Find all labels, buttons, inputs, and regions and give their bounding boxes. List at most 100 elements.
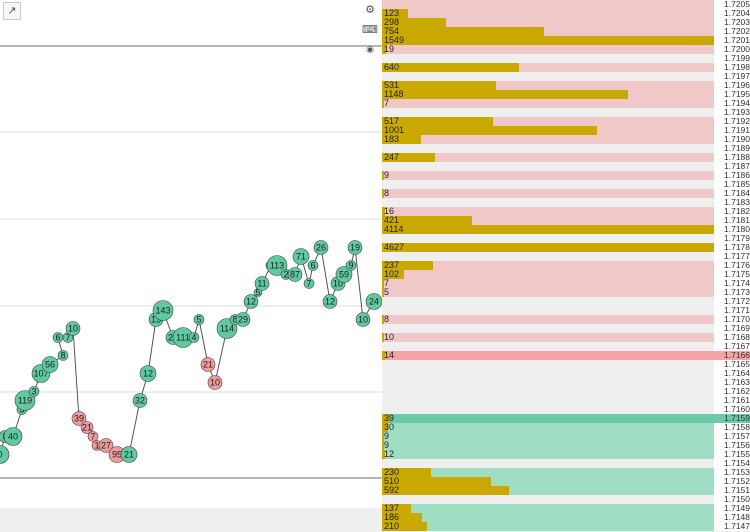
price-level-label[interactable]: 1.7169 (714, 324, 750, 333)
price-level-label[interactable]: 1.7188 (714, 153, 750, 162)
ladder-row[interactable] (382, 54, 714, 63)
ladder-row[interactable]: 12 (382, 449, 714, 459)
ladder-row[interactable]: 754 (382, 26, 714, 36)
price-level-label[interactable]: 1.7160 (714, 405, 750, 414)
price-level-label[interactable]: 1.7178 (714, 243, 750, 252)
price-level-label[interactable]: 1.7165 (714, 360, 750, 369)
ladder-row[interactable]: 210 (382, 521, 714, 531)
ladder-row[interactable] (382, 72, 714, 81)
price-level-label[interactable]: 1.7196 (714, 81, 750, 90)
price-level-label[interactable]: 1.7158 (714, 423, 750, 432)
price-chart-area[interactable]: 0840311931075686710392171279521321213143… (0, 0, 382, 508)
price-level-label[interactable]: 1.7164 (714, 369, 750, 378)
price-level-label[interactable]: 1.7180 (714, 225, 750, 234)
price-level-label[interactable]: 1.7186 (714, 171, 750, 180)
price-level-label[interactable]: 1.7173 (714, 288, 750, 297)
ladder-row[interactable]: 421 (382, 215, 714, 225)
ladder-row[interactable]: 186 (382, 512, 714, 522)
ladder-row[interactable]: 5 (382, 287, 714, 297)
price-level-label[interactable]: 1.7167 (714, 342, 750, 351)
ladder-row[interactable] (382, 387, 714, 396)
ladder-row[interactable]: 298 (382, 17, 714, 27)
ladder-row[interactable]: 531 (382, 80, 714, 90)
price-level-label[interactable]: 1.7166 (714, 351, 750, 360)
price-level-label[interactable]: 1.7152 (714, 477, 750, 486)
ladder-row[interactable] (382, 108, 714, 117)
ladder-row[interactable]: 4114 (382, 224, 714, 234)
price-level-label[interactable]: 1.7199 (714, 54, 750, 63)
keyboard-icon[interactable]: ⌨ (362, 24, 378, 36)
ladder-row[interactable]: 230 (382, 467, 714, 477)
ladder-row[interactable] (382, 369, 714, 378)
price-level-label[interactable]: 1.7182 (714, 207, 750, 216)
price-level-label[interactable]: 1.7194 (714, 99, 750, 108)
ladder-row[interactable] (382, 198, 714, 207)
ladder-row[interactable] (382, 180, 714, 189)
price-level-label[interactable]: 1.7187 (714, 162, 750, 171)
price-level-label[interactable]: 1.7183 (714, 198, 750, 207)
price-level-label[interactable]: 1.7192 (714, 117, 750, 126)
price-level-label[interactable]: 1.7168 (714, 333, 750, 342)
ladder-row[interactable]: 16 (382, 206, 714, 216)
price-level-label[interactable]: 1.7163 (714, 378, 750, 387)
ladder-row[interactable] (382, 234, 714, 243)
price-level-label[interactable]: 1.7176 (714, 261, 750, 270)
visibility-eye-icon[interactable]: ◉ (366, 44, 374, 54)
price-level-label[interactable]: 1.7154 (714, 459, 750, 468)
price-level-label[interactable]: 1.7157 (714, 432, 750, 441)
price-level-label[interactable]: 1.7193 (714, 108, 750, 117)
price-level-label[interactable]: 1.7190 (714, 135, 750, 144)
price-level-label[interactable]: 1.7191 (714, 126, 750, 135)
ladder-row[interactable]: 30 (382, 422, 714, 432)
ladder-row[interactable] (382, 495, 714, 504)
ladder-row[interactable]: 1001 (382, 125, 714, 135)
ladder-row[interactable] (382, 144, 714, 153)
ladder-row[interactable] (382, 306, 714, 315)
price-level-label[interactable]: 1.7205 (714, 0, 750, 9)
ladder-row[interactable] (382, 252, 714, 261)
price-level-label[interactable]: 1.7179 (714, 234, 750, 243)
ladder-row[interactable]: 4627 (382, 242, 714, 252)
price-level-label[interactable]: 1.7172 (714, 297, 750, 306)
price-level-label[interactable]: 1.7147 (714, 522, 750, 531)
ladder-row[interactable]: 7 (382, 278, 714, 288)
ladder-row[interactable]: 19 (382, 44, 714, 54)
dom-price-ladder[interactable]: 1.7205 123 1.7204 298 1.7203 754 1.7202 1549 1.7… (382, 0, 750, 531)
ladder-row[interactable] (382, 378, 714, 387)
price-level-label[interactable]: 1.7184 (714, 189, 750, 198)
price-level-label[interactable]: 1.7185 (714, 180, 750, 189)
ladder-row[interactable] (382, 297, 714, 306)
ladder-row[interactable] (382, 360, 714, 369)
price-level-label[interactable]: 1.7170 (714, 315, 750, 324)
ladder-row[interactable]: 8 (382, 188, 714, 198)
price-level-label[interactable]: 1.7181 (714, 216, 750, 225)
price-level-label[interactable]: 1.7161 (714, 396, 750, 405)
price-level-label[interactable]: 1.7153 (714, 468, 750, 477)
ladder-row[interactable]: 237 (382, 260, 714, 270)
ladder-row[interactable]: 102 (382, 269, 714, 279)
ladder-row[interactable] (382, 0, 714, 9)
price-level-label[interactable]: 1.7198 (714, 63, 750, 72)
ladder-row[interactable]: 14 (382, 350, 714, 360)
ladder-row[interactable]: 8 (382, 314, 714, 324)
ladder-row[interactable]: 123 (382, 8, 714, 18)
ladder-row[interactable]: 592 (382, 485, 714, 495)
price-level-label[interactable]: 1.7177 (714, 252, 750, 261)
price-level-label[interactable]: 1.7162 (714, 387, 750, 396)
ladder-row[interactable]: 39 (382, 413, 714, 423)
ladder-row[interactable]: 640 (382, 62, 714, 72)
ladder-row[interactable]: 10 (382, 332, 714, 342)
price-level-label[interactable]: 1.7149 (714, 504, 750, 513)
price-level-label[interactable]: 1.7203 (714, 18, 750, 27)
price-level-label[interactable]: 1.7156 (714, 441, 750, 450)
price-level-label[interactable]: 1.7195 (714, 90, 750, 99)
ladder-row[interactable]: 247 (382, 152, 714, 162)
ladder-row[interactable]: 9 (382, 170, 714, 180)
price-level-label[interactable]: 1.7201 (714, 36, 750, 45)
price-level-label[interactable]: 1.7204 (714, 9, 750, 18)
ladder-row[interactable]: 9 (382, 431, 714, 441)
settings-gear-icon[interactable]: ⚙ (365, 4, 375, 16)
chart-tool-icon[interactable]: ↗ (3, 2, 21, 20)
price-level-label[interactable]: 1.7150 (714, 495, 750, 504)
ladder-row[interactable] (382, 405, 714, 414)
